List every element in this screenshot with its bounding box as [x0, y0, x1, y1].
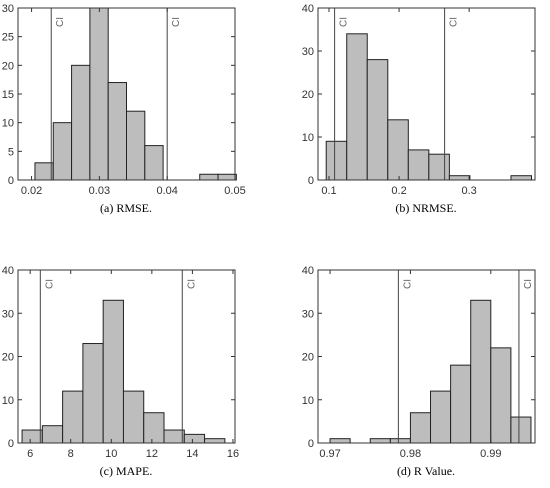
y-tick-label: 20 — [302, 352, 314, 364]
y-tick-label: 15 — [2, 89, 14, 101]
plot-frame — [17, 7, 236, 181]
y-tick-label: 0 — [308, 175, 314, 187]
y-tick-label: 0 — [8, 438, 14, 450]
bar — [217, 173, 237, 181]
plot-frame — [17, 269, 236, 444]
caption: (b) NRMSE. — [395, 201, 456, 215]
y-tick-label: 20 — [2, 60, 14, 72]
bar — [183, 433, 206, 444]
bar — [82, 343, 104, 444]
x-tick-label: 0.04 — [156, 185, 177, 197]
x-tick-label: 10 — [105, 448, 117, 460]
bar — [71, 64, 91, 181]
ci-label: CI — [402, 279, 413, 289]
bar — [21, 429, 43, 444]
x-tick-label: 0.02 — [21, 185, 42, 197]
y-tick-label: 40 — [2, 265, 14, 277]
x-tick-label: 0.99 — [480, 448, 501, 460]
bar — [204, 438, 226, 444]
y-tick-label: 0 — [8, 175, 14, 187]
bar — [89, 7, 109, 181]
bar — [407, 149, 430, 181]
bar — [366, 59, 389, 181]
bar — [163, 429, 185, 444]
ci-label: CI — [171, 17, 182, 27]
x-tick-label: 0.97 — [319, 448, 340, 460]
bar — [126, 110, 146, 181]
ci-label: CI — [186, 279, 197, 289]
y-tick-label: 25 — [2, 32, 14, 44]
x-tick-label: 0.1 — [321, 185, 336, 197]
x-tick-label: 8 — [68, 448, 74, 460]
x-tick-label: 0.2 — [391, 185, 406, 197]
y-tick-label: 30 — [2, 3, 14, 15]
y-tick-label: 10 — [2, 395, 14, 407]
bar — [428, 153, 450, 181]
bar — [62, 390, 84, 444]
bar — [389, 438, 411, 444]
caption: (c) MAPE. — [100, 464, 153, 478]
x-tick-label: 16 — [227, 448, 239, 460]
x-tick-label: 0.3 — [461, 185, 476, 197]
ci-label: CI — [449, 17, 460, 27]
ci-label: CI — [44, 279, 55, 289]
bar — [470, 299, 492, 444]
y-tick-label: 40 — [302, 3, 314, 15]
bar — [510, 416, 532, 444]
y-tick-label: 20 — [302, 89, 314, 101]
bar — [510, 175, 532, 181]
bar — [409, 412, 432, 444]
caption: (a) RMSE. — [100, 201, 152, 215]
y-tick-label: 20 — [2, 352, 14, 364]
x-tick-label: 0.98 — [400, 448, 421, 460]
y-tick-label: 30 — [302, 308, 314, 320]
bar — [144, 145, 164, 181]
bar — [199, 173, 219, 181]
y-tick-label: 30 — [302, 46, 314, 58]
x-tick-label: 14 — [186, 448, 198, 460]
bar — [490, 347, 512, 444]
bar — [143, 412, 165, 444]
ci-label: CI — [339, 17, 350, 27]
x-tick-label: 6 — [27, 448, 33, 460]
ci-label: CI — [523, 279, 534, 289]
bar — [369, 438, 391, 444]
x-tick-label: 0.05 — [224, 185, 245, 197]
plot-frame — [317, 7, 536, 181]
bar — [430, 390, 452, 444]
y-tick-label: 30 — [2, 308, 14, 320]
x-tick-label: 0.03 — [89, 185, 110, 197]
y-tick-label: 10 — [2, 118, 14, 130]
bar — [346, 33, 368, 181]
y-tick-label: 5 — [8, 146, 14, 158]
y-tick-label: 10 — [302, 132, 314, 144]
caption: (d) R Value. — [397, 464, 455, 478]
bar — [329, 438, 351, 444]
bar — [34, 162, 54, 181]
y-tick-label: 40 — [302, 265, 314, 277]
plot-frame — [317, 269, 536, 444]
y-tick-label: 10 — [302, 395, 314, 407]
bar — [52, 122, 73, 181]
x-tick-label: 12 — [146, 448, 158, 460]
bar — [122, 390, 145, 444]
bar — [41, 425, 64, 444]
ci-label: CI — [55, 17, 66, 27]
bar — [450, 364, 472, 444]
y-tick-label: 0 — [308, 438, 314, 450]
bar — [325, 140, 348, 181]
bar — [102, 299, 124, 444]
bar — [448, 175, 471, 181]
bar — [107, 82, 128, 181]
bar — [387, 119, 409, 181]
